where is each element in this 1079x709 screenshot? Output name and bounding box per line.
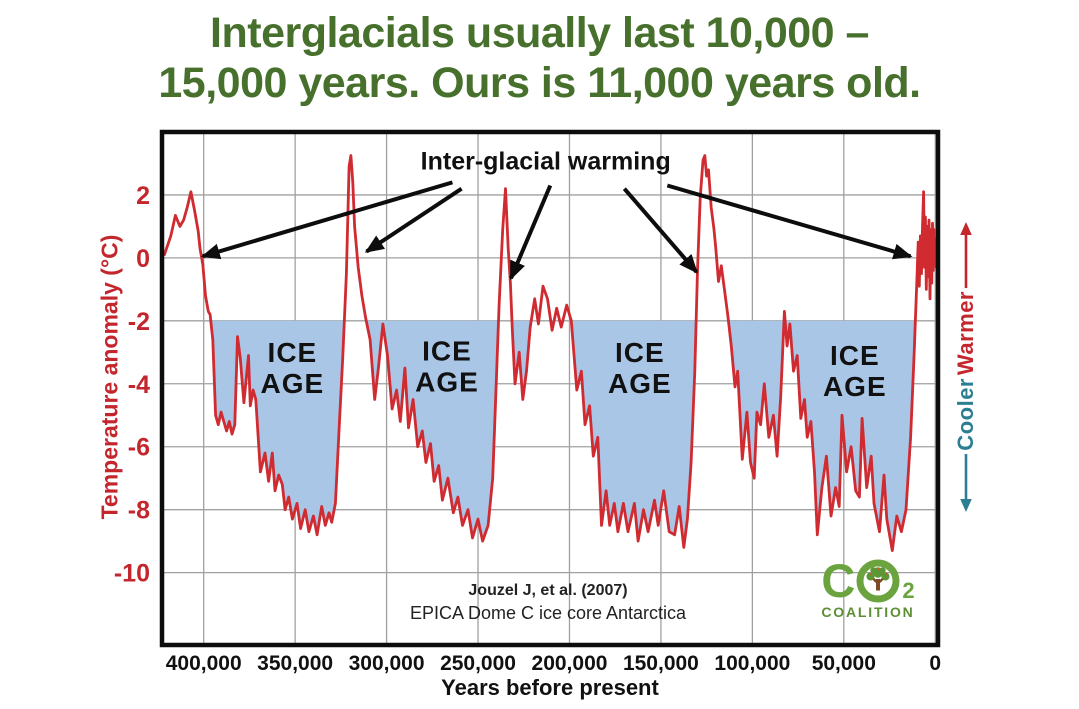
ice-age-fill bbox=[210, 320, 345, 535]
warmer-label: Warmer bbox=[953, 291, 978, 376]
x-tick-label: 0 bbox=[929, 652, 941, 675]
annotation-arrow bbox=[509, 184, 553, 281]
ice-age-label: ICE bbox=[422, 335, 472, 366]
y-tick-label: -6 bbox=[128, 434, 150, 462]
ice-age-label: AGE bbox=[608, 368, 672, 399]
ice-age-label: AGE bbox=[415, 366, 479, 397]
slide-title-line2: 15,000 years. Ours is 11,000 years old. bbox=[158, 59, 921, 107]
x-tick-label: 400,000 bbox=[166, 652, 242, 675]
x-tick-label: 150,000 bbox=[623, 652, 699, 675]
x-tick-label: 50,000 bbox=[812, 652, 876, 675]
logo-coalition-word: COALITION bbox=[821, 604, 915, 620]
logo-co2-row: C 2 bbox=[813, 554, 923, 607]
temperature-anomaly-line bbox=[162, 154, 939, 552]
ice-age-label: AGE bbox=[823, 371, 887, 402]
y-tick-label: 2 bbox=[136, 182, 150, 210]
warmer-arrow-icon bbox=[960, 222, 972, 288]
x-tick-label: 300,000 bbox=[349, 652, 425, 675]
x-tick-label: 100,000 bbox=[714, 652, 790, 675]
ice-age-label: ICE bbox=[615, 337, 665, 368]
source-citation: Jouzel J, et al. (2007) EPICA Dome C ice… bbox=[348, 582, 748, 624]
slide-title: Interglacials usually last 10,000 – 15,0… bbox=[0, 8, 1079, 108]
x-tick-label: 200,000 bbox=[532, 652, 608, 675]
logo-tree-in-o-icon bbox=[856, 559, 900, 603]
x-tick-label: 250,000 bbox=[440, 652, 516, 675]
y-tick-label: -2 bbox=[128, 308, 150, 336]
ice-age-fill bbox=[366, 320, 499, 542]
citation-dataset: EPICA Dome C ice core Antarctica bbox=[409, 603, 687, 623]
annotation-arrow bbox=[200, 180, 453, 260]
y-tick-label: -8 bbox=[128, 497, 150, 525]
co2-coalition-logo: C 2 COALITION bbox=[813, 554, 923, 620]
logo-letter-c: C bbox=[821, 554, 856, 607]
ice-age-label: AGE bbox=[261, 368, 325, 399]
cooler-label: Cooler bbox=[953, 378, 978, 451]
logo-subscript-2: 2 bbox=[902, 578, 915, 603]
temperature-direction-scale: Warmer Cooler bbox=[946, 222, 986, 558]
plot-border bbox=[159, 129, 941, 648]
y-axis-title: Temperature anomaly (°C) bbox=[96, 234, 123, 520]
annotation-arrow bbox=[364, 186, 463, 254]
y-tick-label: 0 bbox=[136, 245, 150, 273]
citation-authors: Jouzel J, et al. (2007) bbox=[468, 582, 628, 599]
x-axis-title: Years before present bbox=[441, 675, 659, 700]
y-tick-label: -10 bbox=[114, 560, 150, 588]
ice-age-fill bbox=[785, 320, 916, 551]
ice-age-label: ICE bbox=[268, 337, 318, 368]
cooler-arrow-icon bbox=[960, 453, 972, 512]
ice-age-label: ICE bbox=[830, 340, 880, 371]
interglacial-warming-label: Inter-glacial warming bbox=[420, 147, 671, 176]
x-tick-label: 350,000 bbox=[257, 652, 333, 675]
annotation-arrow bbox=[666, 183, 913, 260]
slide-title-line1: Interglacials usually last 10,000 – bbox=[210, 9, 869, 57]
annotation-arrow bbox=[622, 187, 699, 274]
y-tick-label: -4 bbox=[128, 371, 150, 399]
ice-age-fill bbox=[512, 320, 532, 400]
